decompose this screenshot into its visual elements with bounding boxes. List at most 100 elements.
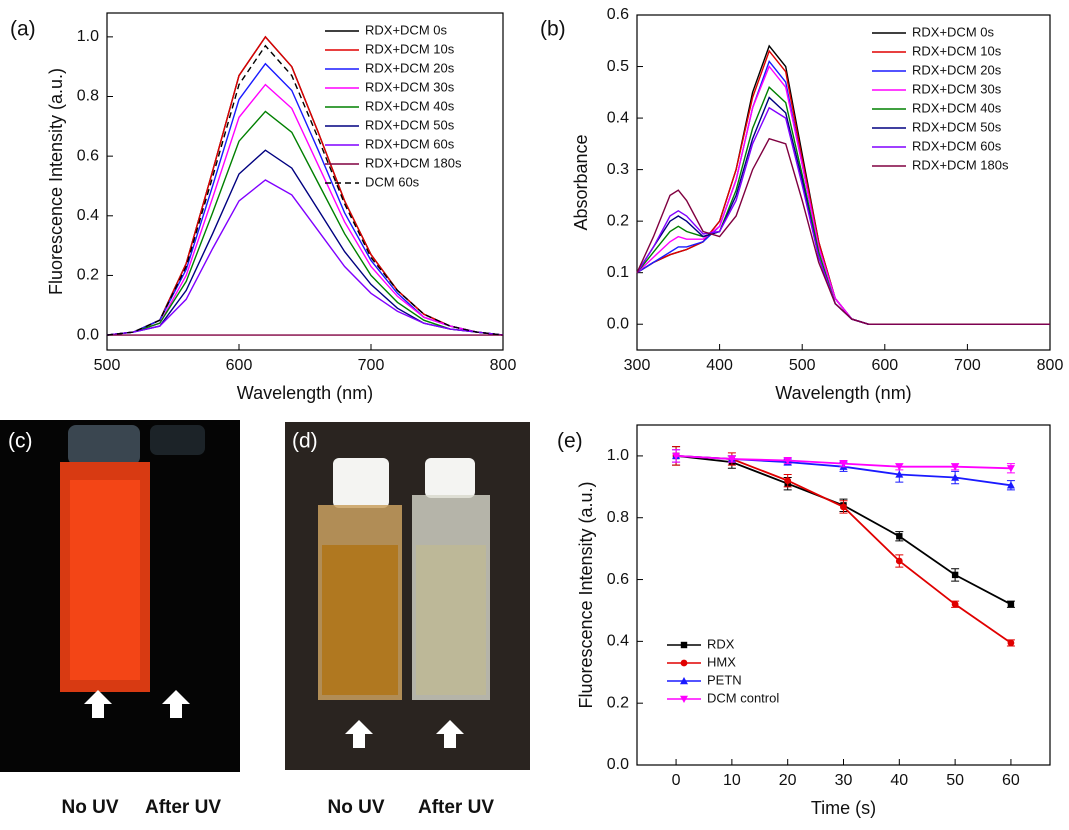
y-tick-label: 0.4 xyxy=(607,633,629,650)
legend-label: DCM 60s xyxy=(365,174,420,189)
cap xyxy=(68,425,140,465)
arrow xyxy=(436,720,464,748)
x-tick-label: 700 xyxy=(954,357,981,374)
x-tick-label: 0 xyxy=(672,772,681,789)
panel-label: (e) xyxy=(557,430,583,453)
x-axis-title: Time (s) xyxy=(811,798,876,818)
legend-label: RDX+DCM 180s xyxy=(365,155,462,170)
marker xyxy=(951,473,960,481)
marker xyxy=(680,695,688,703)
x-tick-label: 500 xyxy=(789,357,816,374)
marker xyxy=(680,659,688,667)
marker xyxy=(951,463,960,471)
legend-label: RDX+DCM 50s xyxy=(912,119,1002,134)
y-tick-label: 0.0 xyxy=(77,326,99,343)
legend-label: RDX+DCM 20s xyxy=(912,62,1002,77)
y-tick-label: 0.8 xyxy=(77,88,99,105)
panel-label: (b) xyxy=(540,18,566,41)
arrow xyxy=(84,690,112,718)
marker xyxy=(951,600,959,608)
legend-label: RDX+DCM 180s xyxy=(912,157,1009,172)
marker xyxy=(680,641,688,649)
marker xyxy=(896,533,903,540)
cap xyxy=(333,458,389,508)
y-tick-label: 0.6 xyxy=(607,6,629,23)
y-tick-label: 0.4 xyxy=(607,109,629,126)
legend-label: RDX+DCM 30s xyxy=(912,81,1002,96)
x-tick-label: 400 xyxy=(706,357,733,374)
series-line xyxy=(106,110,504,336)
marker xyxy=(1007,601,1015,608)
caption: After UV xyxy=(418,797,494,818)
marker xyxy=(672,452,681,460)
y-axis-title: Fluorescence Intensity (a.u.) xyxy=(576,481,596,708)
legend-label: RDX+DCM 40s xyxy=(365,98,455,113)
x-tick-label: 800 xyxy=(490,357,517,374)
y-axis-title: Fluorescence Intensity (a.u.) xyxy=(46,68,66,295)
y-tick-label: 0.6 xyxy=(77,147,99,164)
photo-c: (c) xyxy=(0,420,240,772)
plot-frame xyxy=(636,14,1051,351)
panel-label: (c) xyxy=(8,430,33,453)
y-tick-label: 0.4 xyxy=(77,207,99,224)
photo-d: (d) xyxy=(285,422,530,770)
series-line xyxy=(636,137,1050,325)
series-line xyxy=(106,83,504,336)
y-tick-label: 0.3 xyxy=(607,161,629,178)
y-tick-label: 0.1 xyxy=(607,264,629,281)
marker xyxy=(951,571,959,579)
x-tick-label: 50 xyxy=(946,772,964,789)
legend-label: RDX+DCM 60s xyxy=(912,138,1002,153)
cap xyxy=(150,425,205,455)
marker xyxy=(840,503,847,511)
legend-label: RDX+DCM 40s xyxy=(912,100,1002,115)
solution xyxy=(322,545,398,695)
marker xyxy=(784,477,792,485)
y-tick-label: 0.2 xyxy=(77,267,99,284)
x-axis-title: Wavelength (nm) xyxy=(237,383,373,403)
x-tick-label: 500 xyxy=(94,357,121,374)
caption: After UV xyxy=(145,797,221,818)
caption: No UV xyxy=(328,797,385,818)
cap xyxy=(425,458,475,498)
legend-label: RDX+DCM 30s xyxy=(365,79,455,94)
series-line xyxy=(106,44,504,336)
legend-label: HMX xyxy=(707,654,736,669)
marker xyxy=(895,557,903,565)
marker xyxy=(895,463,904,471)
y-tick-label: 0.2 xyxy=(607,694,629,711)
marker xyxy=(727,455,736,463)
plot-frame xyxy=(106,12,504,351)
arrow xyxy=(345,720,373,748)
y-tick-label: 0.0 xyxy=(607,756,629,773)
panel-label: (d) xyxy=(292,430,318,453)
x-tick-label: 700 xyxy=(358,357,385,374)
caption: No UV xyxy=(62,797,119,818)
legend-label: RDX+DCM 10s xyxy=(365,41,455,56)
plot-frame xyxy=(636,424,1051,766)
legend-label: RDX+DCM 10s xyxy=(912,43,1002,58)
marker xyxy=(839,460,848,468)
y-tick-label: 1.0 xyxy=(77,28,99,45)
glow xyxy=(70,480,140,680)
x-tick-label: 600 xyxy=(871,357,898,374)
y-tick-label: 0.5 xyxy=(607,58,629,75)
legend-label: RDX xyxy=(707,636,735,651)
x-tick-label: 600 xyxy=(226,357,253,374)
legend-label: PETN xyxy=(707,672,742,687)
series-line xyxy=(106,179,504,336)
series-line xyxy=(676,455,1012,644)
x-axis-title: Wavelength (nm) xyxy=(775,383,911,403)
panel-label: (a) xyxy=(10,18,36,41)
arrow xyxy=(162,690,190,718)
y-axis-title: Absorbance xyxy=(571,134,591,230)
x-tick-label: 30 xyxy=(835,772,853,789)
legend-label: RDX+DCM 0s xyxy=(365,22,447,37)
marker xyxy=(1006,481,1015,489)
x-tick-label: 10 xyxy=(723,772,741,789)
x-tick-label: 20 xyxy=(779,772,797,789)
marker xyxy=(1007,639,1015,647)
legend-label: RDX+DCM 0s xyxy=(912,24,994,39)
y-tick-label: 0.0 xyxy=(607,315,629,332)
y-tick-label: 0.8 xyxy=(607,509,629,526)
